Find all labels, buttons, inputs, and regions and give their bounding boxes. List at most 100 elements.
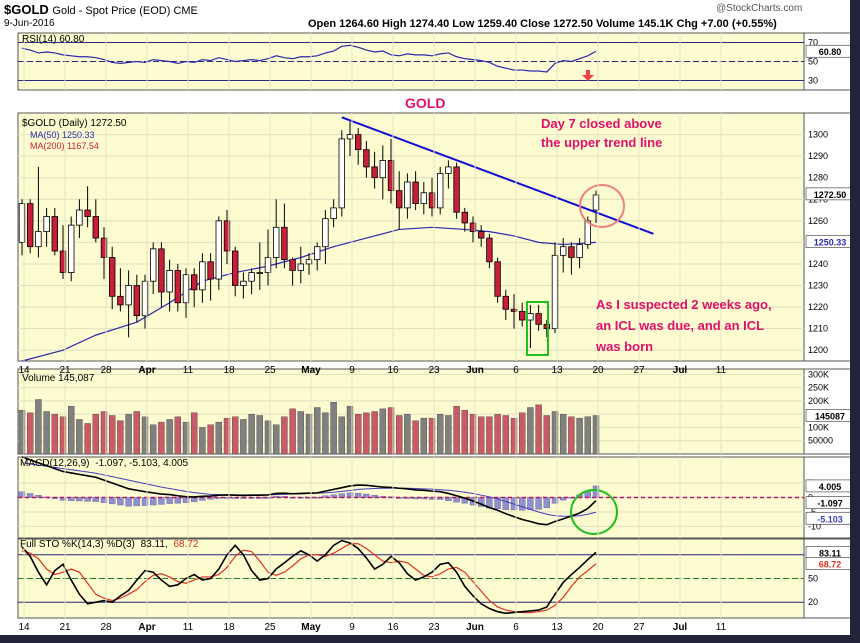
- price-panel-label: $GOLD (Daily) 1272.50: [22, 118, 127, 129]
- candle-body: [330, 207, 337, 220]
- candle-body: [322, 218, 329, 248]
- price-x-tick-label: 27: [633, 365, 645, 376]
- volume-bar: [199, 427, 206, 455]
- price-last-badge: 1272.50: [814, 190, 847, 200]
- price-y-tick-label: 1260: [808, 216, 828, 226]
- price-x-tick-label: 23: [428, 365, 440, 376]
- candle-body: [51, 216, 58, 252]
- candle-body: [469, 222, 477, 233]
- candle-body: [59, 250, 67, 273]
- macd-histogram-bar: [166, 497, 173, 504]
- volume-bar: [281, 416, 288, 455]
- candle-body: [223, 220, 231, 252]
- volume-bar: [174, 416, 182, 455]
- candle-body: [264, 257, 272, 273]
- rsi-y-tick-label: 70: [808, 38, 818, 48]
- candle-body: [568, 246, 575, 258]
- candle-body: [305, 259, 313, 265]
- candle-body: [272, 226, 280, 258]
- volume-bar: [100, 411, 108, 455]
- breakout-circle: [579, 184, 625, 228]
- chart-date: 9-Jun-2016: [4, 18, 55, 29]
- candle-body: [281, 226, 288, 261]
- sto-k-line: [21, 539, 597, 615]
- volume-bar: [264, 420, 272, 455]
- volume-bar: [486, 416, 493, 455]
- volume-bar: [297, 411, 304, 455]
- macd-histogram-bar: [551, 497, 559, 504]
- rsi-y-tick-label: 50: [808, 57, 818, 67]
- candle-body: [338, 138, 345, 209]
- sto-label-k: 83.11,: [141, 539, 168, 550]
- volume-panel-label: Volume 145,087: [22, 373, 95, 384]
- volume-bar: [469, 413, 477, 455]
- candle-body: [117, 295, 124, 306]
- candle-body: [510, 308, 518, 312]
- candle-body: [486, 237, 493, 263]
- volume-bar: [355, 413, 362, 455]
- volume-bar: [338, 416, 345, 455]
- sto-label-prefix: Full STO %K(14,3) %D(3): [20, 539, 135, 550]
- candle-body: [477, 231, 485, 239]
- macd-histogram-bar: [519, 497, 526, 511]
- sto-k-badge: 83.11: [819, 548, 841, 558]
- candle-body: [76, 209, 83, 226]
- candle-body: [149, 248, 157, 282]
- candle-body: [125, 285, 132, 306]
- macd-histogram-bar: [27, 493, 34, 498]
- candle-body: [592, 194, 600, 211]
- volume-bar: [510, 417, 518, 455]
- sto-y-tick-label: 20: [808, 597, 818, 607]
- quote-summary: Open 1264.60 High 1274.40 Low 1259.40 Cl…: [308, 18, 777, 30]
- macd-label-values: -1.097, -5.103, 4.005: [95, 458, 188, 469]
- ma200-legend: MA(200) 1167.54: [30, 141, 99, 151]
- candle-body: [354, 134, 362, 151]
- macd-histogram-bar: [527, 497, 534, 510]
- candle-body: [35, 231, 42, 248]
- volume-bar: [519, 412, 526, 455]
- macd-cross-circle: [570, 489, 618, 535]
- rsi-value-badge: 60.80: [819, 47, 842, 57]
- candle-body: [215, 220, 222, 280]
- candle-body: [551, 254, 559, 330]
- price-x-tick-label: 9: [349, 365, 355, 376]
- macd-histogram-bar: [158, 497, 165, 505]
- volume-bar: [59, 416, 67, 455]
- candle-body: [109, 257, 116, 297]
- candle-body: [576, 244, 583, 258]
- rsi-y-tick-label: 30: [808, 76, 818, 86]
- rsi-panel-label: RSI(14) 60.80: [22, 34, 85, 45]
- candle-body: [428, 192, 436, 209]
- volume-value-badge: 145087: [815, 411, 845, 421]
- sto-y-tick-label: 50: [808, 574, 818, 584]
- symbol-title: $GOLD Gold - Spot Price (EOD) CME: [4, 2, 198, 17]
- candle-body: [182, 274, 190, 304]
- ma50-value-badge: 1250.33: [814, 238, 847, 248]
- candle-body: [436, 172, 444, 209]
- candle-body: [141, 280, 149, 317]
- candle-body: [43, 216, 50, 233]
- symbol-label: $GOLD: [4, 2, 49, 17]
- volume-bar: [420, 417, 427, 455]
- candle-body: [100, 237, 108, 258]
- candle-body: [190, 274, 198, 291]
- volume-bar: [445, 415, 452, 455]
- volume-bar: [18, 409, 26, 455]
- volume-bar: [223, 417, 231, 455]
- price-x-tick-label: 25: [264, 365, 276, 376]
- price-x-tick-label: 13: [551, 365, 563, 376]
- macd-hist-badge: 4.005: [819, 482, 842, 492]
- macd-histogram-bar: [76, 497, 83, 502]
- candle-body: [68, 224, 75, 273]
- gold-annotation: GOLD: [405, 95, 445, 111]
- macd-histogram-bar: [108, 497, 116, 505]
- volume-y-tick-label: 250K: [808, 383, 829, 393]
- candle-body: [92, 216, 99, 239]
- volume-bar: [133, 411, 141, 455]
- volume-bar: [51, 413, 58, 455]
- candle-body: [207, 261, 214, 280]
- candle-body: [387, 160, 395, 192]
- volume-bar: [182, 421, 190, 455]
- macd-histogram-bar: [453, 497, 460, 503]
